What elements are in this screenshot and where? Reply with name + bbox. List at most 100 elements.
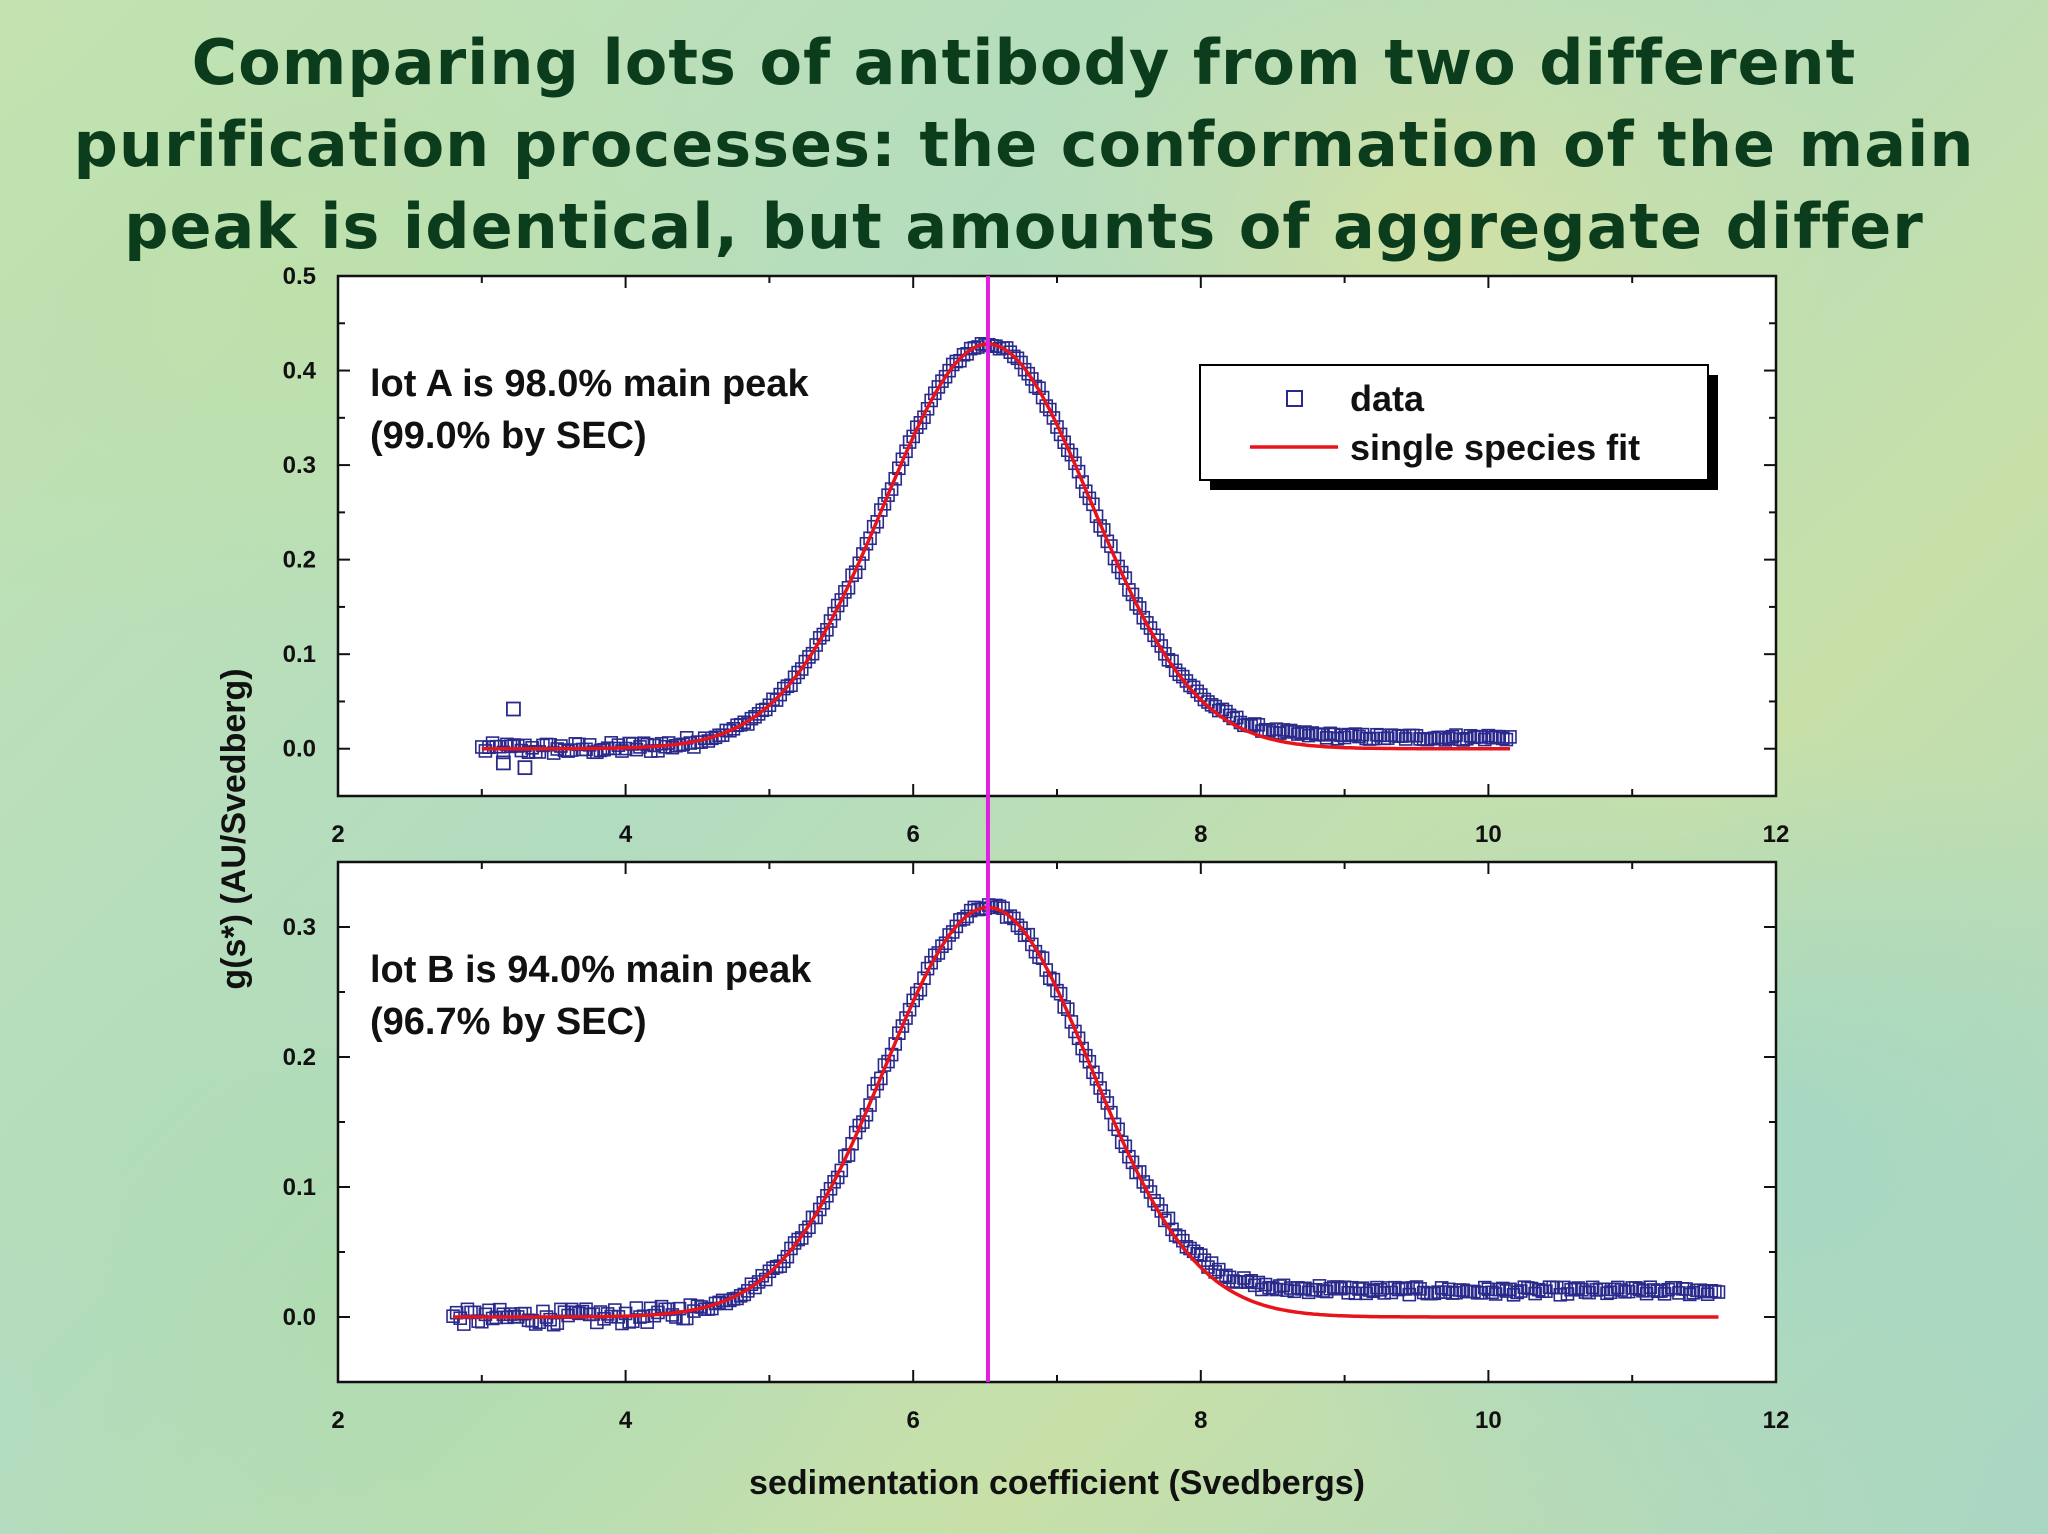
data-point xyxy=(838,585,852,599)
data-point xyxy=(1492,729,1506,744)
data-point xyxy=(1330,731,1345,746)
data-point xyxy=(1050,983,1064,998)
data-point xyxy=(1158,1213,1172,1228)
data-point xyxy=(543,737,557,752)
data-point xyxy=(1323,1281,1338,1296)
data-point xyxy=(820,1188,834,1203)
data-point xyxy=(1711,1285,1726,1299)
data-point xyxy=(1693,1283,1708,1297)
x-tick-label: 2 xyxy=(331,1407,344,1434)
x-tick-label: 8 xyxy=(1194,1407,1207,1434)
data-point-outlier xyxy=(495,755,511,771)
data-point xyxy=(924,393,938,408)
data-point xyxy=(1194,1248,1208,1263)
data-point xyxy=(1456,1283,1471,1298)
data-point xyxy=(1384,1285,1399,1300)
data-point xyxy=(1449,1285,1463,1300)
data-point xyxy=(1646,1283,1661,1297)
x-tick-label: 4 xyxy=(619,821,633,848)
data-point xyxy=(543,1312,557,1327)
y-tick-label: 0.5 xyxy=(283,263,316,290)
data-point xyxy=(1014,355,1028,370)
data-point xyxy=(1643,1280,1657,1295)
data-point xyxy=(798,654,813,669)
data-point xyxy=(1093,1081,1107,1095)
data-point xyxy=(899,1011,913,1025)
data-point xyxy=(1226,1274,1240,1288)
data-point xyxy=(1294,726,1309,740)
data-point xyxy=(1258,1277,1273,1292)
data-point xyxy=(1291,1281,1305,1295)
data-point xyxy=(1531,1282,1546,1297)
data-point xyxy=(1352,729,1366,744)
data-point xyxy=(1280,724,1294,739)
data-point xyxy=(766,1261,780,1275)
data-point xyxy=(820,623,834,637)
data-point xyxy=(1409,729,1424,743)
bottom-panel: 2 4 6 8 10 12 0.0 0.1 0.2 0.3 lot B is 94.0% main … xyxy=(283,860,1790,1434)
data-point xyxy=(1344,728,1359,743)
data-point xyxy=(1337,730,1352,745)
data-point xyxy=(1373,728,1388,743)
data-point xyxy=(1247,1278,1262,1293)
data-point xyxy=(809,638,823,652)
y-tick-label: 0.4 xyxy=(283,358,317,385)
data-point xyxy=(1316,728,1330,742)
data-point xyxy=(1136,610,1151,625)
data-point xyxy=(1668,1280,1683,1295)
data-point xyxy=(899,444,913,459)
data-point xyxy=(636,736,651,750)
data-point xyxy=(802,650,816,664)
data-point xyxy=(1355,727,1370,742)
data-point xyxy=(1406,1281,1420,1295)
data-point xyxy=(920,401,935,416)
data-point xyxy=(600,1307,615,1321)
data-point xyxy=(780,679,795,693)
data-point xyxy=(514,743,529,758)
data-point xyxy=(586,1307,601,1321)
data-point xyxy=(1028,379,1043,394)
data-point xyxy=(1380,1281,1395,1295)
data-point xyxy=(791,1232,805,1247)
data-point xyxy=(827,606,841,621)
y-tick-label: 0.3 xyxy=(283,914,316,941)
x-tick-label: 12 xyxy=(1763,821,1790,848)
data-point xyxy=(1442,1282,1456,1297)
y-tick-label: 0.0 xyxy=(283,1304,316,1331)
data-point xyxy=(776,1254,791,1269)
data-point xyxy=(1636,1284,1650,1298)
data-point xyxy=(1380,731,1395,745)
data-point xyxy=(1528,1286,1542,1301)
data-point xyxy=(892,461,906,476)
data-point xyxy=(1222,1270,1237,1285)
data-point xyxy=(1305,726,1320,740)
bottom-plot-area xyxy=(338,862,1776,1382)
x-tick-label: 12 xyxy=(1763,1407,1790,1434)
data-point xyxy=(1071,464,1086,479)
data-point xyxy=(1524,1281,1539,1296)
y-tick-label: 0.1 xyxy=(283,1174,316,1201)
data-point xyxy=(1319,1284,1334,1299)
data-point xyxy=(1438,733,1453,747)
data-point xyxy=(1596,1282,1611,1297)
data-point xyxy=(1467,1284,1481,1299)
data-point xyxy=(1233,1275,1248,1289)
data-point xyxy=(1298,725,1312,739)
panel-annotation: lot A is 98.0% main peak xyxy=(370,363,809,405)
data-point xyxy=(1362,1283,1377,1297)
data-point xyxy=(1147,628,1161,643)
data-point xyxy=(917,971,931,986)
data-point xyxy=(827,1175,841,1189)
data-point xyxy=(1341,1285,1355,1300)
data-point xyxy=(1632,1282,1647,1296)
data-point xyxy=(877,497,892,511)
data-point xyxy=(1463,728,1478,743)
data-point xyxy=(967,341,982,355)
data-point xyxy=(1129,597,1143,611)
y-tick-label: 0.3 xyxy=(283,452,316,479)
data-point xyxy=(755,703,770,718)
data-point xyxy=(1495,731,1510,746)
data-point xyxy=(874,1071,888,1086)
data-point xyxy=(1445,729,1460,744)
